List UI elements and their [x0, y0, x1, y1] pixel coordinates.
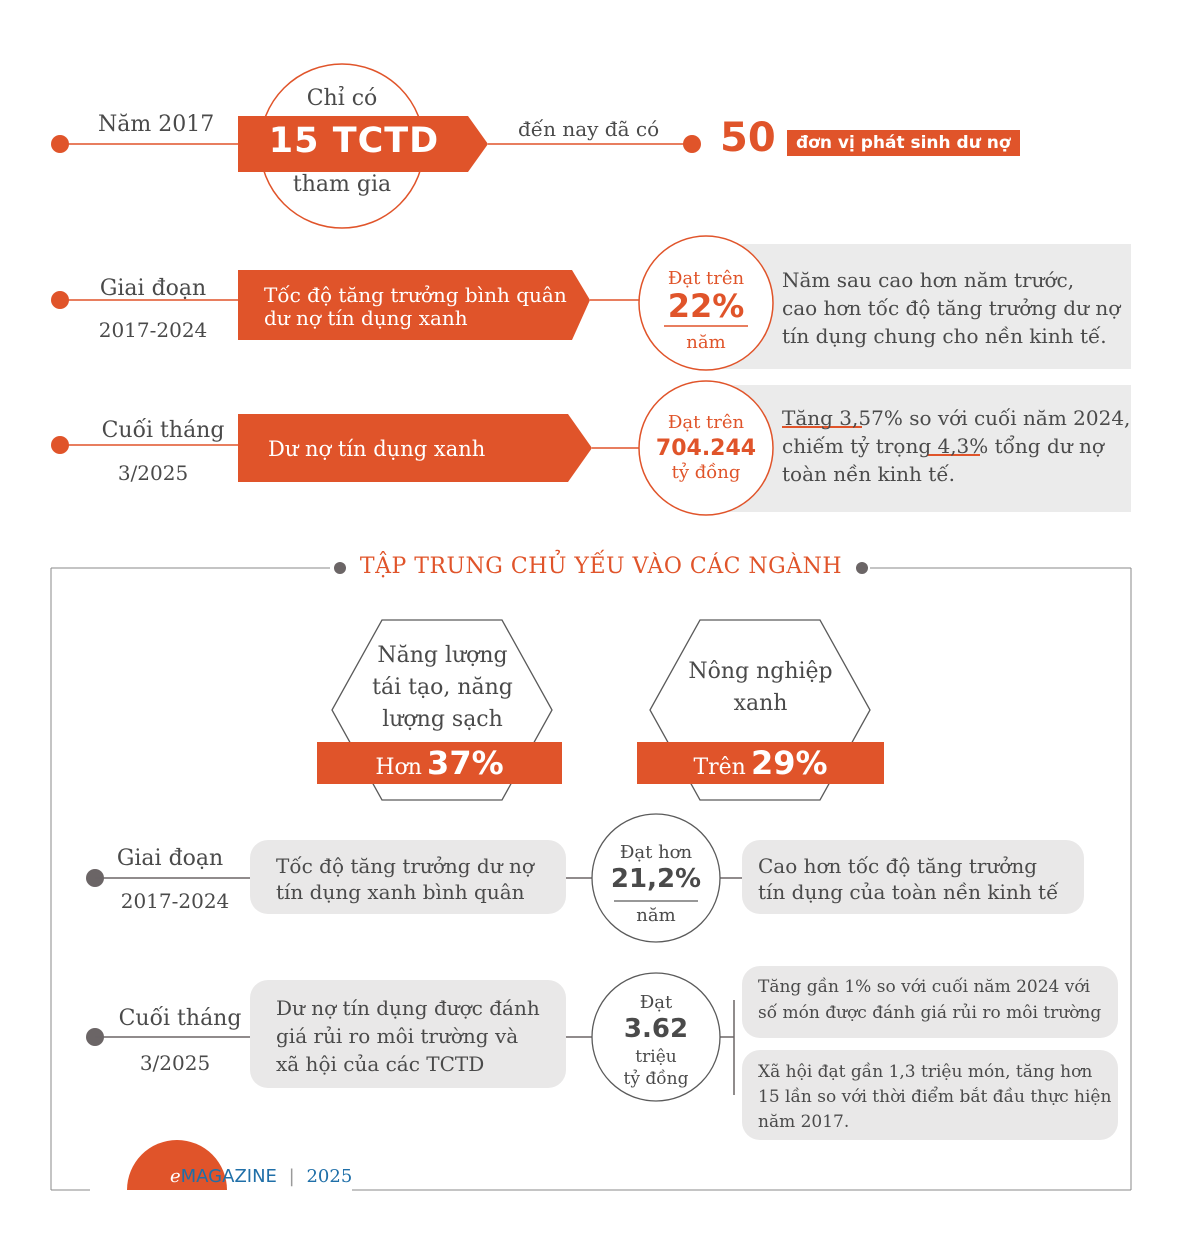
banner-line: Tốc độ tăng trưởng bình quân [264, 283, 567, 307]
note-line: Xã hội đạt gần 1,3 triệu món, tăng hơn [758, 1062, 1093, 1082]
sector-name: Nông nghiệp xanh [653, 656, 868, 720]
timeline-dot [683, 135, 701, 153]
circle-top-text: Đạt trên [667, 412, 745, 433]
brand-semicircle [127, 1140, 227, 1190]
sector-prefix: Hơn [375, 755, 422, 780]
sector-value: 37% [427, 744, 504, 782]
orange-bar [317, 742, 562, 784]
brand-separator: | [288, 1166, 295, 1187]
pill-line: xã hội của các TCTD [276, 1052, 485, 1076]
pill-line: Dư nợ tín dụng được đánh [276, 996, 540, 1020]
sector-line: Năng lượng [377, 643, 508, 668]
note-line: Tăng gần 1% so với cuối năm 2024 với [758, 977, 1091, 997]
note-line: Tăng 3,57% so với cuối năm 2024, [782, 406, 1131, 430]
info-pill [250, 840, 566, 914]
orange-bar [637, 742, 884, 784]
sector-line: lượng sạch [382, 707, 503, 732]
title-dot [334, 562, 346, 574]
period-label: Giai đoạn [99, 276, 207, 301]
note-line: tín dụng chung cho nền kinh tế. [782, 324, 1107, 348]
circle-top-text: Đạt [639, 992, 673, 1013]
note-line: 15 lần so với thời điểm bắt đầu thực hiệ… [758, 1087, 1112, 1107]
circle-unit: triệu [635, 1047, 677, 1067]
sector-prefix: Trên [693, 755, 746, 780]
pill-line: Tốc độ tăng trưởng dư nợ [276, 854, 534, 878]
note-line: số món được đánh giá rủi ro môi trường [758, 1003, 1102, 1023]
orange-arrow-banner [238, 116, 488, 172]
big-number-label: đơn vị phát sinh dư nợ [796, 133, 1011, 153]
big-count: 15 TCTD [268, 121, 440, 161]
grey-panel [706, 244, 1131, 369]
circle-bottom-text: tỷ đồng [671, 462, 741, 483]
sector-name: Năng lượng tái tạo, năng lượng sạch [335, 640, 550, 736]
year-label: Năm 2017 [98, 112, 215, 137]
circle-value: 21,2% [610, 864, 702, 894]
note-line: Cao hơn tốc độ tăng trưởng [758, 854, 1038, 878]
brand-e: e [170, 1166, 181, 1187]
circle-bottom-text: tỷ đồng [623, 1069, 689, 1089]
note-line: năm 2017. [758, 1112, 850, 1132]
big-number: 50 [720, 115, 776, 161]
note-line: cao hơn tốc độ tăng trưởng dư nợ [782, 296, 1121, 320]
orange-label-box [787, 130, 1020, 156]
circle-top-text: Chỉ có [306, 86, 378, 111]
circle-outline [638, 380, 774, 516]
hexagon-outline [649, 619, 871, 801]
banner-line: dư nợ tín dụng xanh [264, 306, 468, 330]
note-line: chiếm tỷ trọng 4,3% tổng dư nợ [782, 434, 1104, 458]
sector-value-bar: Trên 29% [637, 744, 884, 788]
pill-line: tín dụng xanh bình quân [276, 880, 525, 904]
circle-bottom-text: tham gia [292, 172, 392, 197]
period-label: Cuối tháng [101, 418, 225, 443]
sector-value-bar: Hơn 37% [317, 744, 562, 788]
note-line: toàn nền kinh tế. [782, 462, 955, 486]
info-pill [742, 840, 1084, 914]
period-years: 3/2025 [139, 1051, 211, 1075]
info-pill [742, 966, 1118, 1038]
circle-value: 22% [667, 287, 745, 325]
title-dot [856, 562, 868, 574]
circle-top-text: Đạt hơn [619, 842, 693, 863]
circle-top-text: Đạt trên [667, 268, 745, 289]
circle-bottom-text: năm [636, 905, 676, 926]
orange-arrow-banner [238, 270, 590, 340]
circle-outline [638, 235, 774, 371]
period-years: 2017-2024 [98, 318, 208, 342]
circle-outline [591, 813, 721, 943]
period-years: 2017-2024 [120, 889, 230, 913]
circle-value: 704.244 [655, 436, 757, 461]
pill-line: giá rủi ro môi trường và [276, 1024, 519, 1048]
circle-outline [591, 972, 721, 1102]
brand-name: MAGAZINE [180, 1166, 277, 1187]
section-title: TẬP TRUNG CHỦ YẾU VÀO CÁC NGÀNH [359, 554, 843, 579]
period-years: 3/2025 [117, 461, 189, 485]
circle-bottom-text: năm [686, 332, 726, 353]
period-label: Cuối tháng [118, 1006, 242, 1031]
note-line: Năm sau cao hơn năm trước, [782, 268, 1075, 292]
circle-value: 3.62 [623, 1014, 689, 1044]
sector-line: Nông nghiệp [688, 659, 833, 684]
arrow-text: đến nay đã có [518, 117, 660, 141]
grey-panel [706, 385, 1131, 512]
note-line: tín dụng của toàn nền kinh tế [758, 880, 1059, 904]
period-label: Giai đoạn [116, 846, 224, 871]
brand-logo: eMAGAZINE | 2025 [170, 1165, 352, 1189]
info-pill [250, 980, 566, 1088]
info-pill [742, 1050, 1118, 1140]
sector-value: 29% [750, 744, 828, 782]
orange-arrow-banner [238, 414, 592, 482]
brand-year: 2025 [306, 1166, 353, 1187]
sector-line: xanh [733, 691, 788, 716]
sector-line: tái tạo, năng [372, 675, 513, 700]
banner-text: Dư nợ tín dụng xanh [268, 437, 486, 461]
hexagon-outline [331, 619, 553, 801]
